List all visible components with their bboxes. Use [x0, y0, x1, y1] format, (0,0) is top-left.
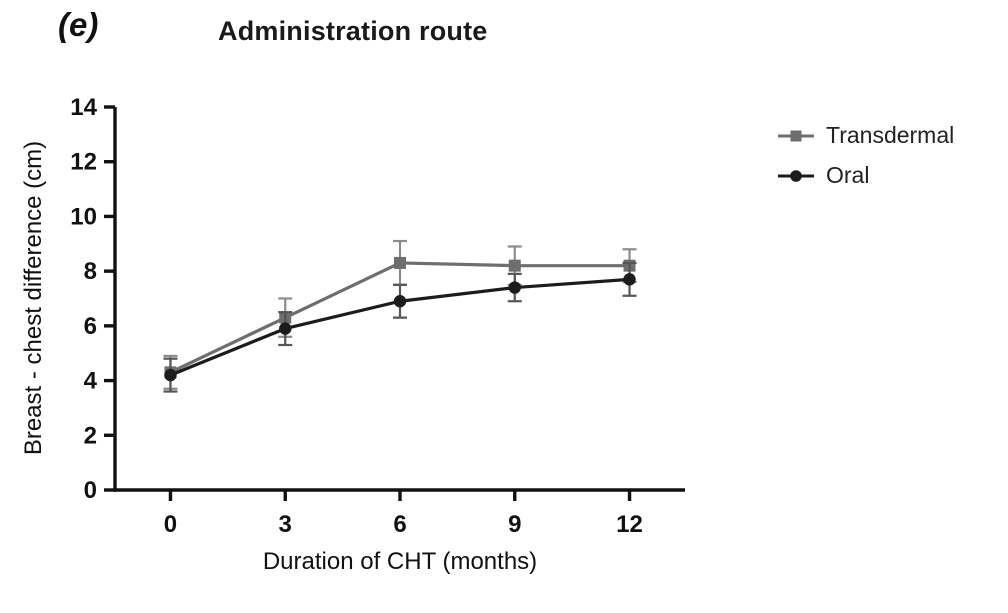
y-tick-label: 0 — [84, 477, 97, 504]
y-tick-label: 8 — [84, 258, 97, 285]
legend-item-oral: Oral — [778, 162, 954, 189]
x-tick-label: 3 — [279, 511, 292, 538]
y-tick-label: 12 — [70, 149, 97, 176]
y-tick-label: 14 — [70, 94, 97, 121]
data-point-square — [394, 256, 406, 269]
legend-label-transdermal: Transdermal — [826, 122, 955, 148]
x-tick-label: 12 — [616, 511, 643, 538]
y-axis-label: Breast - chest difference (cm) — [20, 140, 47, 456]
legend-label-oral: Oral — [826, 162, 870, 188]
x-tick-label: 6 — [393, 511, 406, 538]
data-point-circle — [393, 295, 407, 308]
data-point-circle — [164, 368, 177, 382]
x-tick-label: 0 — [164, 511, 177, 538]
axes — [104, 105, 685, 501]
x-tick-label: 9 — [508, 511, 521, 538]
y-tick-label: 6 — [84, 313, 97, 340]
chart-title: Administration route — [218, 16, 488, 46]
panel-label: (e) — [58, 6, 99, 43]
series-oral — [163, 261, 637, 393]
legend: Transdermal Oral — [778, 122, 954, 189]
data-point-circle — [623, 273, 636, 286]
data-point-square — [508, 259, 521, 272]
y-tick-label: 4 — [84, 368, 98, 395]
y-tick-label: 2 — [84, 422, 97, 449]
y-tick-label: 10 — [70, 203, 97, 230]
data-point-circle — [279, 322, 292, 335]
data-point-circle — [508, 281, 521, 294]
transdermal-marker-icon — [778, 130, 814, 141]
x-axis-label: Duration of CHT (months) — [262, 548, 538, 575]
oral-marker-icon — [778, 169, 814, 182]
legend-item-transdermal: Transdermal — [778, 122, 954, 149]
